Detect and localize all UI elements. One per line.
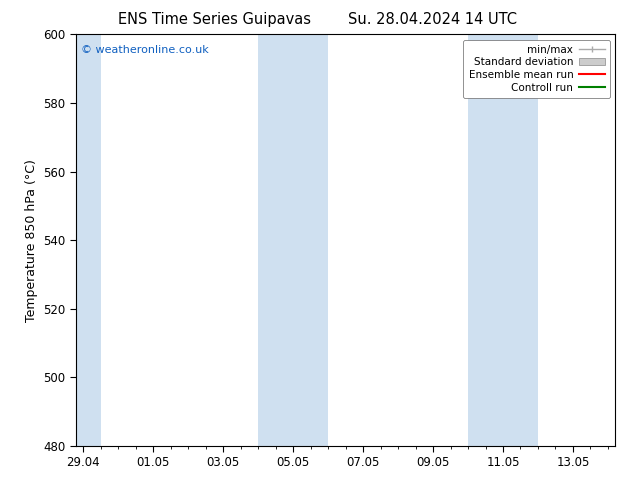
Y-axis label: Temperature 850 hPa (°C): Temperature 850 hPa (°C) bbox=[25, 159, 38, 321]
Text: ENS Time Series Guipavas        Su. 28.04.2024 14 UTC: ENS Time Series Guipavas Su. 28.04.2024 … bbox=[117, 12, 517, 27]
Text: © weatheronline.co.uk: © weatheronline.co.uk bbox=[81, 45, 209, 54]
Legend: min/max, Standard deviation, Ensemble mean run, Controll run: min/max, Standard deviation, Ensemble me… bbox=[463, 40, 610, 98]
Bar bbox=[76, 34, 101, 446]
Bar bbox=[468, 34, 538, 446]
Bar bbox=[258, 34, 328, 446]
